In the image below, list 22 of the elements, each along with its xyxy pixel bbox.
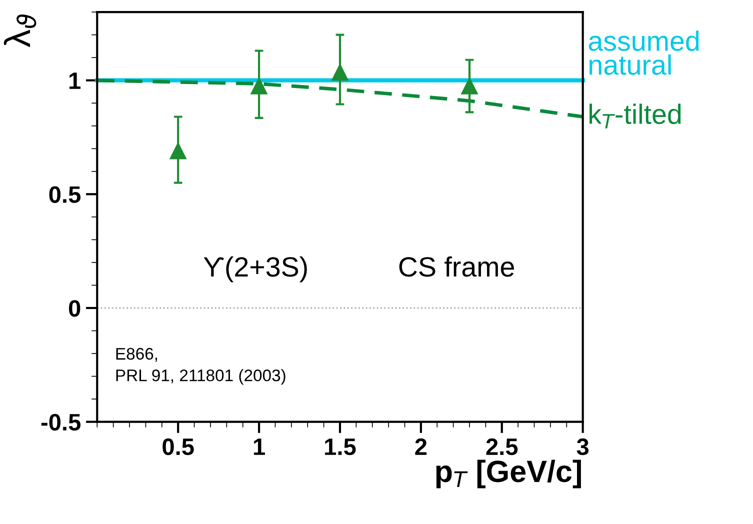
x-tick-label: 2: [415, 438, 427, 455]
y-tick-label: -0.5: [41, 414, 81, 431]
annotation: E866, PRL 91, 211801 (2003): [116, 348, 286, 385]
x-tick-label: 0.5: [162, 438, 194, 456]
y-tick-label: 0.5: [49, 186, 81, 203]
x-tick-label: 2.5: [486, 438, 518, 456]
x-tick-label: 1: [254, 438, 265, 455]
point: [461, 78, 478, 94]
x-tick-label: 3: [576, 438, 589, 456]
line-series: [95, 78, 585, 119]
y-axis-title: λ$_{ϑ}$: [4, 14, 36, 48]
x-tick-label: 1.5: [325, 438, 356, 456]
y-tick-label: 0: [68, 300, 80, 317]
series-label: assumed natural: [588, 30, 699, 75]
point: [250, 78, 268, 94]
series-label: k$_{T}$-tilted: [590, 104, 681, 128]
point: [170, 142, 186, 160]
x-axis-title: p$_{T}$ [GeV/c]: [436, 460, 581, 488]
y-tick-label: 1: [70, 72, 81, 89]
annotation: CS frame: [399, 256, 514, 277]
point: [332, 64, 348, 81]
annotation: ϒ(2+3S): [204, 256, 307, 282]
